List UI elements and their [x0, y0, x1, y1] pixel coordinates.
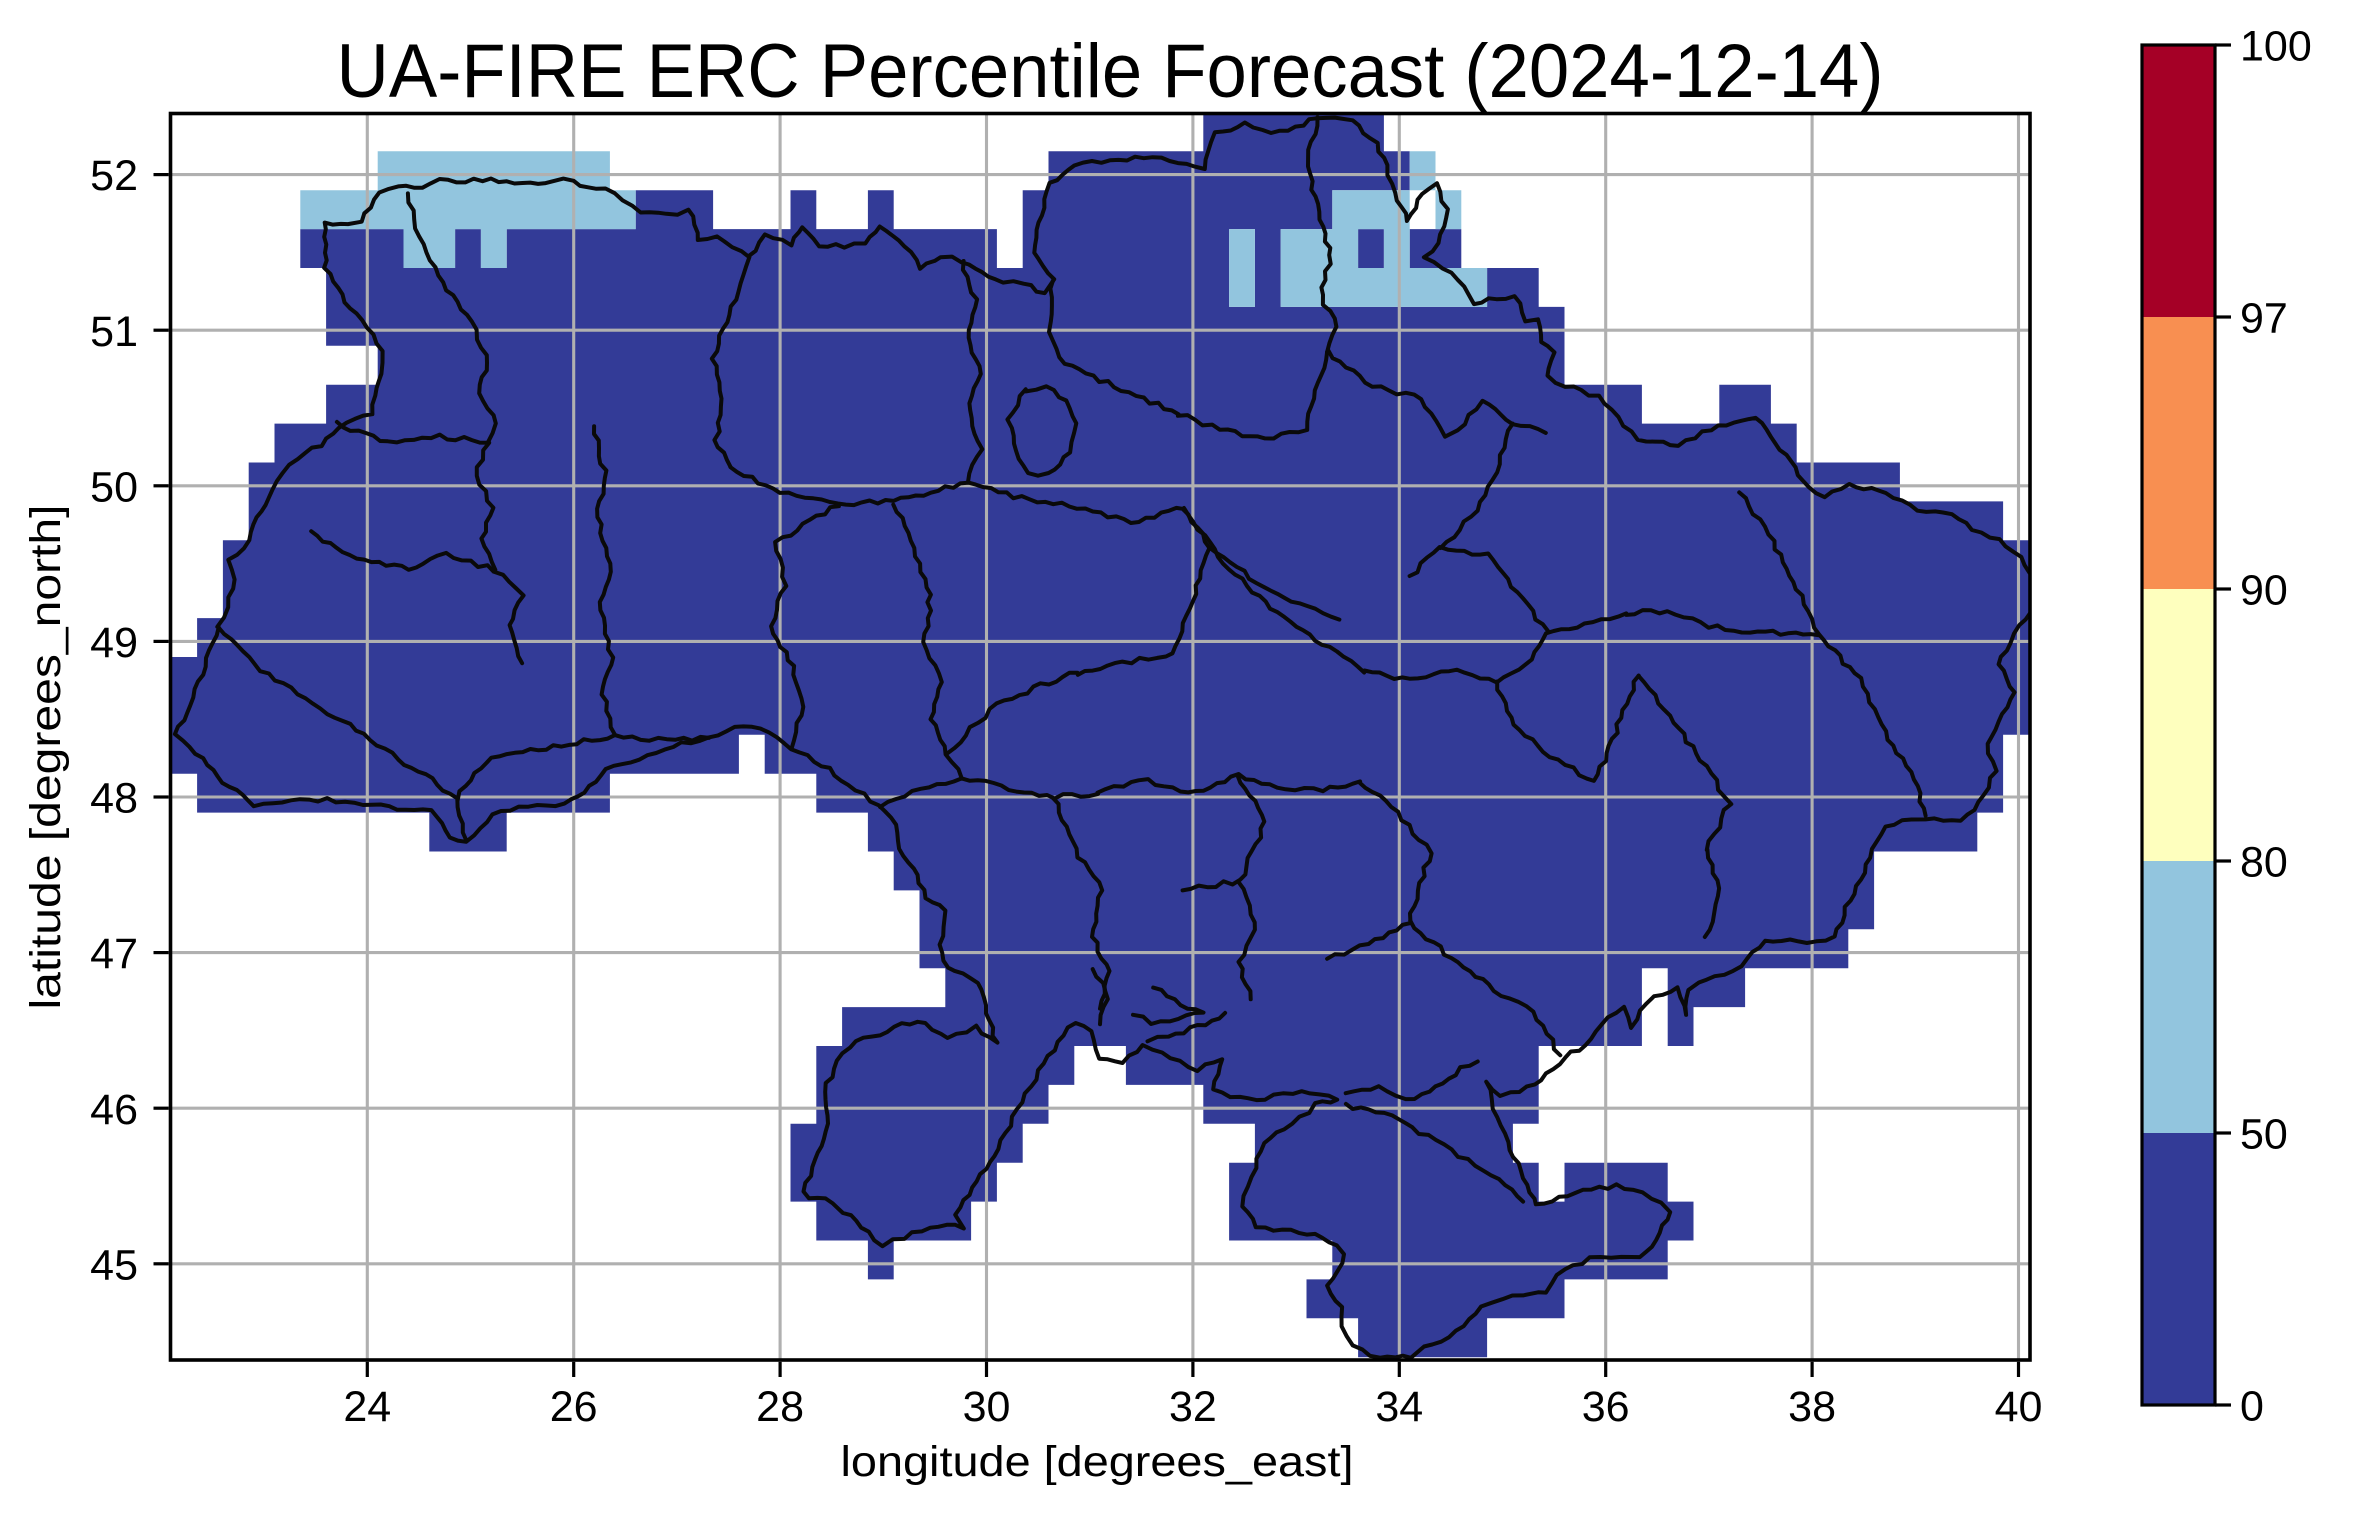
svg-text:49: 49: [90, 619, 138, 667]
svg-text:UA-FIRE ERC Percentile Forecas: UA-FIRE ERC Percentile Forecast (2024-12…: [337, 29, 1884, 114]
svg-text:40: 40: [1995, 1383, 2043, 1431]
svg-text:34: 34: [1375, 1383, 1423, 1431]
svg-text:latitude [degrees_north]: latitude [degrees_north]: [22, 505, 70, 1010]
svg-text:24: 24: [343, 1383, 391, 1431]
svg-text:32: 32: [1169, 1383, 1217, 1431]
svg-text:45: 45: [90, 1241, 138, 1289]
svg-text:90: 90: [2240, 567, 2288, 615]
svg-text:0: 0: [2240, 1383, 2264, 1431]
svg-text:30: 30: [963, 1383, 1011, 1431]
svg-text:100: 100: [2240, 23, 2312, 71]
svg-text:38: 38: [1788, 1383, 1836, 1431]
svg-text:46: 46: [90, 1086, 138, 1134]
svg-text:51: 51: [90, 308, 138, 356]
svg-text:52: 52: [90, 152, 138, 200]
svg-text:50: 50: [2240, 1111, 2288, 1159]
svg-text:36: 36: [1582, 1383, 1630, 1431]
svg-text:80: 80: [2240, 839, 2288, 887]
svg-text:28: 28: [756, 1383, 804, 1431]
svg-text:longitude [degrees_east]: longitude [degrees_east]: [841, 1438, 1354, 1486]
svg-text:50: 50: [90, 463, 138, 511]
svg-text:97: 97: [2240, 295, 2288, 343]
svg-text:47: 47: [90, 930, 138, 978]
svg-text:48: 48: [90, 775, 138, 823]
svg-text:26: 26: [550, 1383, 598, 1431]
